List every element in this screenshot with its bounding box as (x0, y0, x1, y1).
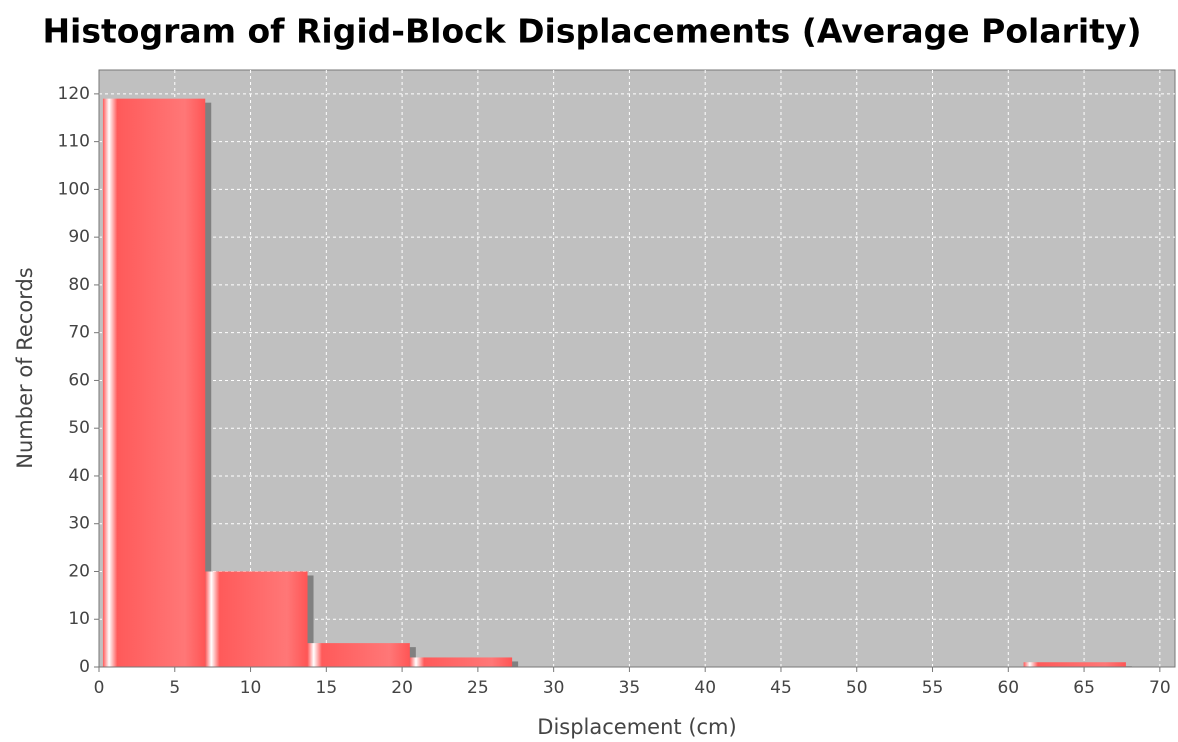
y-tick-label: 20 (68, 561, 90, 581)
x-tick-label: 35 (619, 678, 641, 698)
y-tick-label: 60 (68, 370, 90, 390)
y-tick-label: 10 (68, 609, 90, 629)
x-tick-label: 70 (1149, 678, 1171, 698)
x-tick-label: 60 (997, 678, 1019, 698)
y-tick-label: 120 (58, 84, 90, 104)
y-tick-label: 80 (68, 275, 90, 295)
x-tick-label: 50 (846, 678, 868, 698)
bar (307, 643, 410, 667)
bar (1023, 662, 1126, 667)
bar (205, 571, 308, 667)
y-tick-label: 30 (68, 514, 90, 534)
bar (409, 657, 513, 667)
x-tick-label: 45 (770, 678, 792, 698)
bar (102, 98, 206, 667)
x-tick-label: 15 (316, 678, 338, 698)
y-tick-label: 100 (58, 179, 90, 199)
x-axis-label: Displacement (cm) (537, 715, 736, 739)
y-tick-label: 70 (68, 323, 90, 343)
y-axis-label: Number of Records (13, 267, 37, 468)
chart-title: Histogram of Rigid-Block Displacements (… (42, 12, 1141, 51)
x-tick-label: 40 (694, 678, 716, 698)
y-tick-label: 50 (68, 418, 90, 438)
x-tick-label: 55 (922, 678, 944, 698)
plot-area (98, 69, 1176, 668)
y-tick-label: 0 (79, 657, 90, 677)
x-tick-label: 5 (169, 678, 180, 698)
y-tick-label: 110 (58, 132, 90, 152)
x-tick-label: 30 (543, 678, 565, 698)
x-tick-label: 10 (240, 678, 262, 698)
x-tick-label: 25 (467, 678, 489, 698)
x-tick-label: 20 (391, 678, 413, 698)
y-tick-label: 90 (68, 227, 90, 247)
x-tick-label: 65 (1073, 678, 1095, 698)
y-tick-label: 40 (68, 466, 90, 486)
x-tick-label: 0 (94, 678, 105, 698)
